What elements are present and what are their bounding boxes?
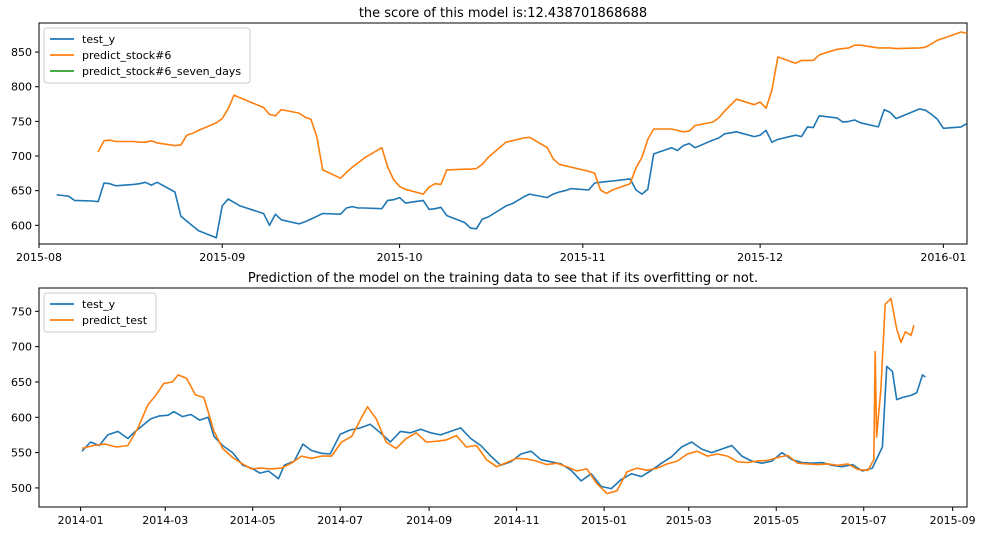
y-tick-label: 850	[11, 46, 32, 59]
legend-box	[43, 27, 251, 84]
y-tick-label: 700	[11, 341, 32, 354]
chart-title: Prediction of the model on the training …	[248, 271, 758, 286]
x-tick-label: 2015-09	[199, 251, 245, 264]
x-tick-label: 2014-11	[494, 514, 540, 527]
chart-1: the score of this model is:12.4387018686…	[11, 6, 968, 264]
x-tick-label: 2015-11	[560, 251, 606, 264]
series-line-predict-test	[81, 297, 915, 495]
x-tick-label: 2015-07	[841, 514, 887, 527]
legend-box	[43, 292, 157, 333]
series-line-predict-stock-6	[97, 31, 967, 195]
x-tick-label: 2015-10	[377, 251, 423, 264]
x-tick-label: 2014-01	[58, 514, 104, 527]
legend-label: predict_test	[82, 314, 148, 327]
y-tick-label: 750	[11, 115, 32, 128]
y-tick-label: 650	[11, 376, 32, 389]
y-tick-label: 600	[11, 219, 32, 232]
series-group	[81, 297, 926, 495]
x-tick-label: 2014-05	[230, 514, 276, 527]
y-tick-label: 600	[11, 411, 32, 424]
y-tick-label: 700	[11, 150, 32, 163]
chart-2: Prediction of the model on the training …	[11, 271, 976, 527]
series-group	[56, 31, 967, 239]
y-tick-label: 650	[11, 185, 32, 198]
y-tick-label: 800	[11, 81, 32, 94]
legend-label: test_y	[82, 298, 116, 311]
legend-label: predict_stock#6_seven_days	[82, 65, 241, 78]
x-tick-label: 2015-03	[666, 514, 712, 527]
x-tick-label: 2015-01	[581, 514, 627, 527]
legend-label: test_y	[82, 33, 116, 46]
x-tick-label: 2015-08	[16, 251, 62, 264]
legend: test_y predict_test	[43, 292, 157, 333]
x-tick-label: 2015-05	[753, 514, 799, 527]
x-tick-label: 2016-01	[920, 251, 966, 264]
series-line-test-y	[56, 108, 967, 239]
plot-area	[38, 287, 968, 508]
x-tick-label: 2014-03	[142, 514, 188, 527]
x-tick-label: 2014-09	[406, 514, 452, 527]
x-tick-label: 2014-07	[317, 514, 363, 527]
y-tick-label: 550	[11, 447, 32, 460]
x-tick-label: 2015-09	[930, 514, 976, 527]
legend-label: predict_stock#6	[82, 49, 171, 62]
legend: test_y predict_stock#6 predict_stock#6_sev…	[43, 27, 251, 84]
y-tick-label: 750	[11, 305, 32, 318]
x-tick-label: 2015-12	[737, 251, 783, 264]
y-tick-label: 500	[11, 482, 32, 495]
chart-title: the score of this model is:12.4387018686…	[359, 6, 647, 21]
